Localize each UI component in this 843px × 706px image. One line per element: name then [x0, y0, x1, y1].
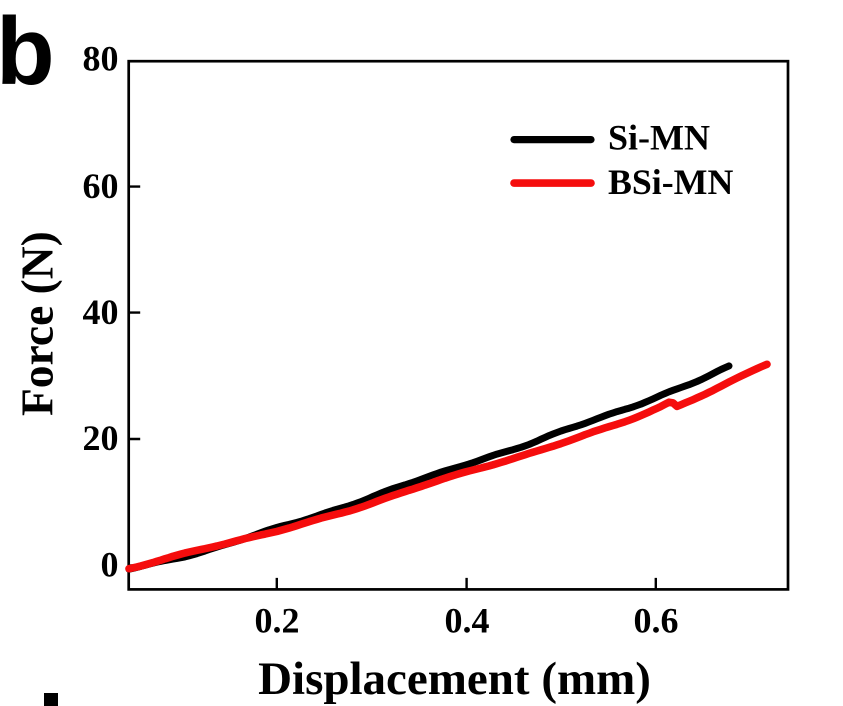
svg-text:0.6: 0.6 — [634, 601, 679, 641]
svg-text:BSi-MN: BSi-MN — [608, 162, 733, 202]
svg-text:0.4: 0.4 — [445, 601, 490, 641]
svg-text:Si-MN: Si-MN — [608, 118, 710, 158]
svg-text:Displacement (mm): Displacement (mm) — [258, 653, 651, 705]
svg-text:0.2: 0.2 — [255, 601, 300, 641]
svg-text:80: 80 — [83, 39, 119, 79]
svg-text:0: 0 — [101, 545, 119, 585]
svg-text:40: 40 — [83, 292, 119, 332]
svg-text:Force (N): Force (N) — [12, 231, 63, 416]
svg-text:b: b — [0, 0, 55, 105]
svg-text:60: 60 — [83, 166, 119, 206]
svg-text:20: 20 — [83, 418, 119, 458]
